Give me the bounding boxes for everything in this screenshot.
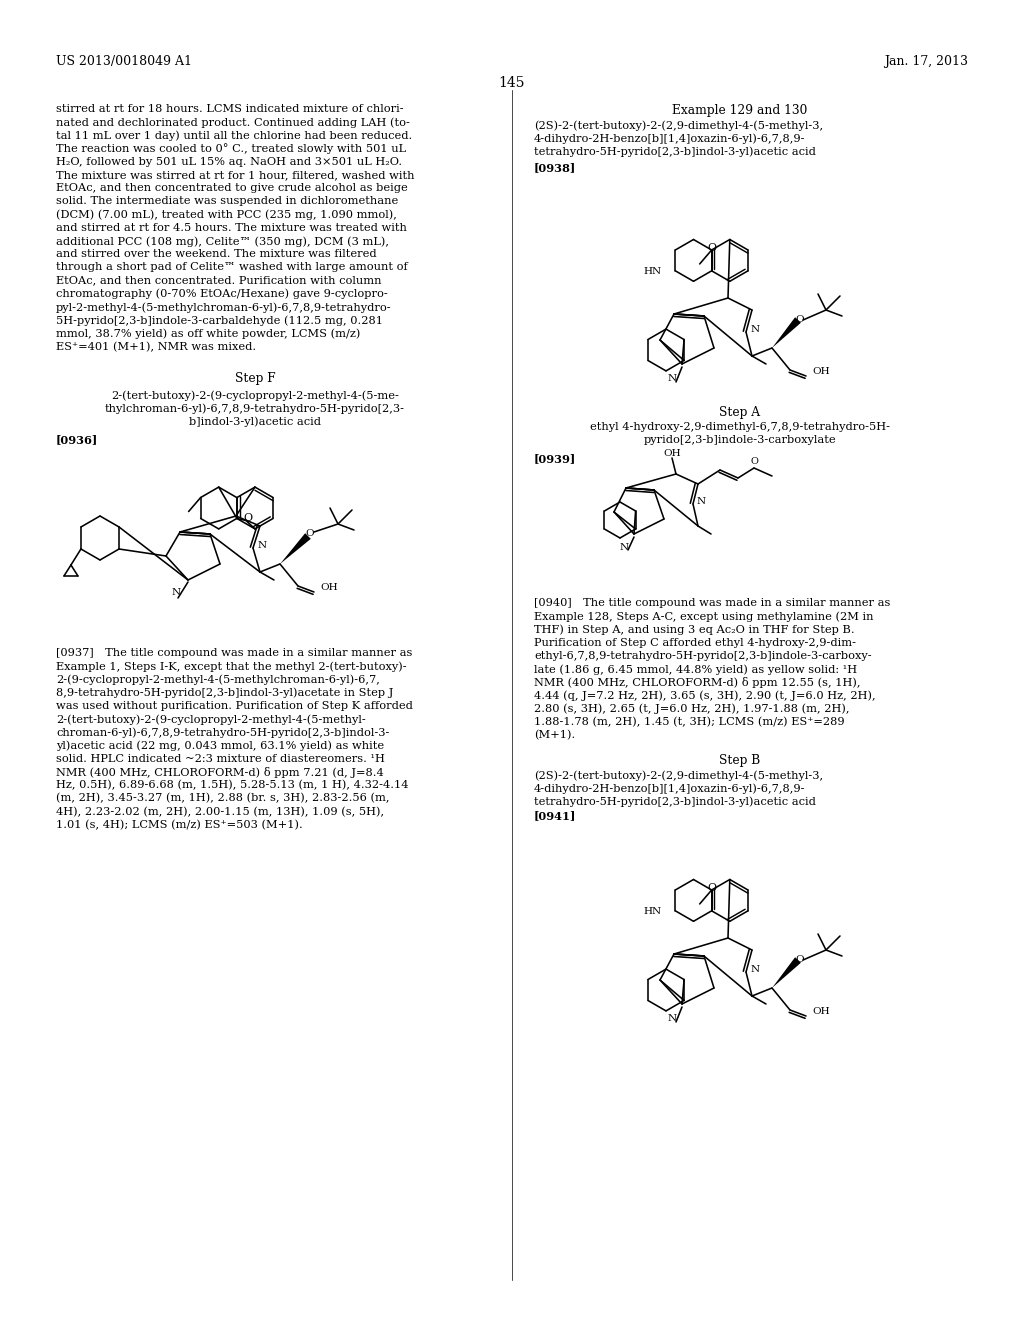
Text: Example 1, Steps I-K, except that the methyl 2-(tert-butoxy)-: Example 1, Steps I-K, except that the me… <box>56 661 407 672</box>
Text: 1.88-1.78 (m, 2H), 1.45 (t, 3H); LCMS (m/z) ES⁺=289: 1.88-1.78 (m, 2H), 1.45 (t, 3H); LCMS (m… <box>534 717 845 727</box>
Text: Step A: Step A <box>720 407 761 418</box>
Text: 8,9-tetrahydro-5H-pyrido[2,3-b]indol-3-yl)acetate in Step J: 8,9-tetrahydro-5H-pyrido[2,3-b]indol-3-y… <box>56 688 393 698</box>
Text: Jan. 17, 2013: Jan. 17, 2013 <box>884 55 968 69</box>
Text: chroman-6-yl)-6,7,8,9-tetrahydro-5H-pyrido[2,3-b]indol-3-: chroman-6-yl)-6,7,8,9-tetrahydro-5H-pyri… <box>56 727 389 738</box>
Text: EtOAc, and then concentrated to give crude alcohol as beige: EtOAc, and then concentrated to give cru… <box>56 183 408 193</box>
Text: OH: OH <box>812 367 829 376</box>
Text: N: N <box>668 1014 677 1023</box>
Text: N: N <box>620 543 629 552</box>
Text: THF) in Step A, and using 3 eq Ac₂O in THF for Step B.: THF) in Step A, and using 3 eq Ac₂O in T… <box>534 624 855 635</box>
Text: N: N <box>171 587 180 597</box>
Text: ES⁺=401 (M+1), NMR was mixed.: ES⁺=401 (M+1), NMR was mixed. <box>56 342 256 352</box>
Polygon shape <box>772 317 801 348</box>
Text: 4-dihydro-2H-benzo[b][1,4]oxazin-6-yl)-6,7,8,9-: 4-dihydro-2H-benzo[b][1,4]oxazin-6-yl)-6… <box>534 133 806 144</box>
Text: N: N <box>697 498 707 507</box>
Text: N: N <box>751 326 760 334</box>
Text: ethyl 4-hydroxy-2,9-dimethyl-6,7,8,9-tetrahydro-5H-: ethyl 4-hydroxy-2,9-dimethyl-6,7,8,9-tet… <box>590 422 890 432</box>
Polygon shape <box>280 533 311 564</box>
Text: The reaction was cooled to 0° C., treated slowly with 501 uL: The reaction was cooled to 0° C., treate… <box>56 144 407 154</box>
Text: [0939]: [0939] <box>534 453 577 465</box>
Text: [0940] The title compound was made in a similar manner as: [0940] The title compound was made in a … <box>534 598 891 609</box>
Text: was used without purification. Purification of Step K afforded: was used without purification. Purificat… <box>56 701 413 710</box>
Text: O: O <box>796 315 804 325</box>
Text: pyrido[2,3-b]indole-3-carboxylate: pyrido[2,3-b]indole-3-carboxylate <box>644 436 837 445</box>
Text: pyl-2-methyl-4-(5-methylchroman-6-yl)-6,7,8,9-tetrahydro-: pyl-2-methyl-4-(5-methylchroman-6-yl)-6,… <box>56 302 391 313</box>
Text: O: O <box>750 457 758 466</box>
Text: and stirred over the weekend. The mixture was filtered: and stirred over the weekend. The mixtur… <box>56 249 377 259</box>
Text: HN: HN <box>643 268 662 276</box>
Text: O: O <box>796 956 804 965</box>
Text: and stirred at rt for 4.5 hours. The mixture was treated with: and stirred at rt for 4.5 hours. The mix… <box>56 223 407 232</box>
Text: NMR (400 MHz, CHLOROFORM-d) δ ppm 12.55 (s, 1H),: NMR (400 MHz, CHLOROFORM-d) δ ppm 12.55 … <box>534 677 860 688</box>
Text: Step B: Step B <box>720 754 761 767</box>
Text: OH: OH <box>319 583 338 593</box>
Text: Purification of Step C afforded ethyl 4-hydroxy-2,9-dim-: Purification of Step C afforded ethyl 4-… <box>534 638 856 648</box>
Text: [0941]: [0941] <box>534 810 577 821</box>
Text: N: N <box>258 541 267 550</box>
Text: 4H), 2.23-2.02 (m, 2H), 2.00-1.15 (m, 13H), 1.09 (s, 5H),: 4H), 2.23-2.02 (m, 2H), 2.00-1.15 (m, 13… <box>56 807 384 817</box>
Text: thylchroman-6-yl)-6,7,8,9-tetrahydro-5H-pyrido[2,3-: thylchroman-6-yl)-6,7,8,9-tetrahydro-5H-… <box>105 403 406 413</box>
Text: OH: OH <box>664 449 681 458</box>
Text: O: O <box>306 529 314 539</box>
Text: 145: 145 <box>499 77 525 90</box>
Text: stirred at rt for 18 hours. LCMS indicated mixture of chlori-: stirred at rt for 18 hours. LCMS indicat… <box>56 104 403 114</box>
Text: (m, 2H), 3.45-3.27 (m, 1H), 2.88 (br. s, 3H), 2.83-2.56 (m,: (m, 2H), 3.45-3.27 (m, 1H), 2.88 (br. s,… <box>56 793 389 804</box>
Text: (DCM) (7.00 mL), treated with PCC (235 mg, 1.090 mmol),: (DCM) (7.00 mL), treated with PCC (235 m… <box>56 210 397 220</box>
Polygon shape <box>772 957 801 987</box>
Text: [0938]: [0938] <box>534 162 577 173</box>
Text: O: O <box>707 243 716 253</box>
Text: solid. The intermediate was suspended in dichloromethane: solid. The intermediate was suspended in… <box>56 197 398 206</box>
Text: 2-(tert-butoxy)-2-(9-cyclopropyl-2-methyl-4-(5-me-: 2-(tert-butoxy)-2-(9-cyclopropyl-2-methy… <box>111 389 399 400</box>
Text: HN: HN <box>643 907 662 916</box>
Text: b]indol-3-yl)acetic acid: b]indol-3-yl)acetic acid <box>189 416 321 426</box>
Text: chromatography (0-70% EtOAc/Hexane) gave 9-cyclopro-: chromatography (0-70% EtOAc/Hexane) gave… <box>56 289 388 300</box>
Text: NMR (400 MHz, CHLOROFORM-d) δ ppm 7.21 (d, J=8.4: NMR (400 MHz, CHLOROFORM-d) δ ppm 7.21 (… <box>56 767 384 777</box>
Text: (M+1).: (M+1). <box>534 730 575 741</box>
Text: 5H-pyrido[2,3-b]indole-3-carbaldehyde (112.5 mg, 0.281: 5H-pyrido[2,3-b]indole-3-carbaldehyde (1… <box>56 315 383 326</box>
Text: mmol, 38.7% yield) as off white powder, LCMS (m/z): mmol, 38.7% yield) as off white powder, … <box>56 329 360 339</box>
Text: [0937] The title compound was made in a similar manner as: [0937] The title compound was made in a … <box>56 648 413 657</box>
Text: (2S)-2-(tert-butoxy)-2-(2,9-dimethyl-4-(5-methyl-3,: (2S)-2-(tert-butoxy)-2-(2,9-dimethyl-4-(… <box>534 770 823 780</box>
Text: O: O <box>244 513 253 524</box>
Text: 2-(tert-butoxy)-2-(9-cyclopropyl-2-methyl-4-(5-methyl-: 2-(tert-butoxy)-2-(9-cyclopropyl-2-methy… <box>56 714 366 725</box>
Text: Example 128, Steps A-C, except using methylamine (2M in: Example 128, Steps A-C, except using met… <box>534 611 873 622</box>
Text: late (1.86 g, 6.45 mmol, 44.8% yield) as yellow solid: ¹H: late (1.86 g, 6.45 mmol, 44.8% yield) as… <box>534 664 857 675</box>
Text: 1.01 (s, 4H); LCMS (m/z) ES⁺=503 (M+1).: 1.01 (s, 4H); LCMS (m/z) ES⁺=503 (M+1). <box>56 820 303 830</box>
Text: tetrahydro-5H-pyrido[2,3-b]indol-3-yl)acetic acid: tetrahydro-5H-pyrido[2,3-b]indol-3-yl)ac… <box>534 796 816 807</box>
Text: yl)acetic acid (22 mg, 0.043 mmol, 63.1% yield) as white: yl)acetic acid (22 mg, 0.043 mmol, 63.1%… <box>56 741 384 751</box>
Text: O: O <box>707 883 716 892</box>
Text: through a short pad of Celite™ washed with large amount of: through a short pad of Celite™ washed wi… <box>56 263 408 272</box>
Text: solid. HPLC indicated ~2:3 mixture of diastereomers. ¹H: solid. HPLC indicated ~2:3 mixture of di… <box>56 754 385 763</box>
Text: EtOAc, and then concentrated. Purification with column: EtOAc, and then concentrated. Purificati… <box>56 276 382 285</box>
Text: Step F: Step F <box>234 372 275 385</box>
Text: 4-dihydro-2H-benzo[b][1,4]oxazin-6-yl)-6,7,8,9-: 4-dihydro-2H-benzo[b][1,4]oxazin-6-yl)-6… <box>534 783 806 793</box>
Text: Hz, 0.5H), 6.89-6.68 (m, 1.5H), 5.28-5.13 (m, 1 H), 4.32-4.14: Hz, 0.5H), 6.89-6.68 (m, 1.5H), 5.28-5.1… <box>56 780 409 791</box>
Text: [0936]: [0936] <box>56 434 98 445</box>
Text: additional PCC (108 mg), Celite™ (350 mg), DCM (3 mL),: additional PCC (108 mg), Celite™ (350 mg… <box>56 236 389 247</box>
Text: 2.80 (s, 3H), 2.65 (t, J=6.0 Hz, 2H), 1.97-1.88 (m, 2H),: 2.80 (s, 3H), 2.65 (t, J=6.0 Hz, 2H), 1.… <box>534 704 850 714</box>
Text: tal 11 mL over 1 day) until all the chlorine had been reduced.: tal 11 mL over 1 day) until all the chlo… <box>56 131 413 141</box>
Text: N: N <box>751 965 760 974</box>
Text: ethyl-6,7,8,9-tetrahydro-5H-pyrido[2,3-b]indole-3-carboxy-: ethyl-6,7,8,9-tetrahydro-5H-pyrido[2,3-b… <box>534 651 871 661</box>
Text: The mixture was stirred at rt for 1 hour, filtered, washed with: The mixture was stirred at rt for 1 hour… <box>56 170 415 180</box>
Text: US 2013/0018049 A1: US 2013/0018049 A1 <box>56 55 193 69</box>
Text: OH: OH <box>812 1007 829 1016</box>
Text: N: N <box>668 374 677 383</box>
Text: 2-(9-cyclopropyl-2-methyl-4-(5-methylchroman-6-yl)-6,7,: 2-(9-cyclopropyl-2-methyl-4-(5-methylchr… <box>56 675 380 685</box>
Text: Example 129 and 130: Example 129 and 130 <box>673 104 808 117</box>
Text: (2S)-2-(tert-butoxy)-2-(2,9-dimethyl-4-(5-methyl-3,: (2S)-2-(tert-butoxy)-2-(2,9-dimethyl-4-(… <box>534 120 823 131</box>
Text: tetrahydro-5H-pyrido[2,3-b]indol-3-yl)acetic acid: tetrahydro-5H-pyrido[2,3-b]indol-3-yl)ac… <box>534 147 816 157</box>
Text: H₂O, followed by 501 uL 15% aq. NaOH and 3×501 uL H₂O.: H₂O, followed by 501 uL 15% aq. NaOH and… <box>56 157 402 166</box>
Text: 4.44 (q, J=7.2 Hz, 2H), 3.65 (s, 3H), 2.90 (t, J=6.0 Hz, 2H),: 4.44 (q, J=7.2 Hz, 2H), 3.65 (s, 3H), 2.… <box>534 690 876 701</box>
Text: nated and dechlorinated product. Continued adding LAH (to-: nated and dechlorinated product. Continu… <box>56 117 410 128</box>
